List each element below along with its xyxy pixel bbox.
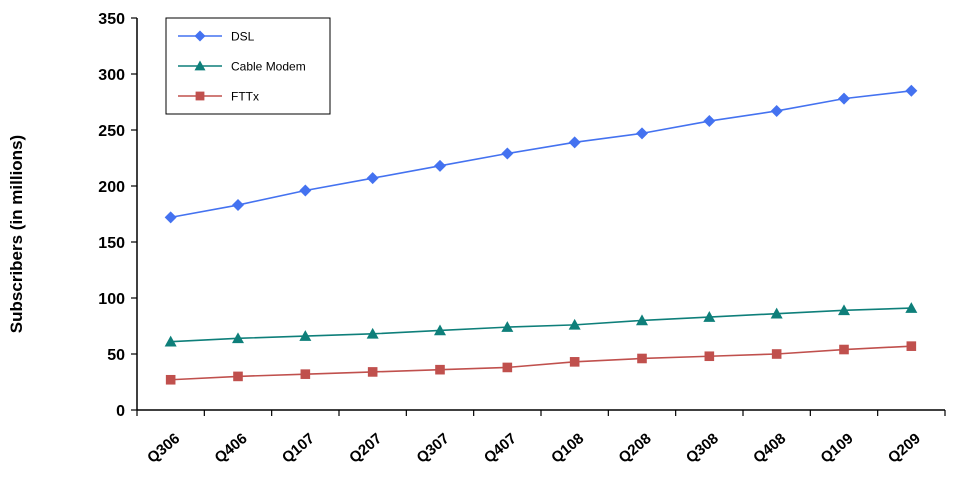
data-point-square	[570, 357, 580, 367]
data-point-square	[196, 92, 205, 101]
x-tick-label: Q407	[481, 430, 520, 467]
data-point-diamond	[367, 172, 379, 184]
data-point-diamond	[636, 127, 648, 139]
data-point-square	[705, 351, 715, 361]
x-tick-label: Q209	[885, 430, 924, 467]
data-point-diamond	[232, 199, 244, 211]
data-point-diamond	[299, 184, 311, 196]
y-tick-label: 350	[98, 11, 125, 28]
y-axis-ticks: 0 50 100 150 200 250 300 350	[98, 11, 137, 420]
x-tick-label: Q207	[346, 430, 385, 467]
x-tick-label: Q408	[750, 430, 789, 467]
x-tick-label: Q307	[414, 430, 453, 467]
x-axis-ticks: Q306 Q406 Q107 Q207 Q307 Q407 Q108 Q208 Q308 Q408…	[137, 410, 945, 467]
x-tick-label: Q308	[683, 430, 722, 467]
data-point-diamond	[838, 93, 850, 105]
data-point-square	[839, 345, 849, 355]
data-point-square	[301, 369, 311, 379]
data-point-diamond	[703, 115, 715, 127]
legend-label: DSL	[231, 30, 255, 44]
data-point-diamond	[771, 105, 783, 117]
legend-label: Cable Modem	[231, 60, 306, 74]
data-point-diamond	[165, 211, 177, 223]
data-point-square	[435, 365, 445, 375]
data-point-square	[772, 349, 782, 359]
series-fttx	[166, 341, 916, 384]
x-tick-label: Q107	[279, 430, 318, 467]
series-line	[171, 346, 912, 380]
data-point-diamond	[569, 136, 581, 148]
data-point-square	[503, 363, 513, 373]
data-point-diamond	[501, 148, 513, 160]
x-tick-label: Q108	[548, 430, 587, 467]
y-tick-label: 0	[116, 403, 125, 420]
x-tick-label: Q208	[616, 430, 655, 467]
y-tick-label: 200	[98, 179, 125, 196]
series-cable-modem	[165, 302, 918, 346]
x-tick-label: Q406	[212, 430, 251, 467]
data-point-square	[368, 367, 378, 377]
data-point-diamond	[434, 160, 446, 172]
y-axis-label: Subscribers (in millions)	[7, 135, 26, 333]
series-group	[165, 85, 918, 385]
y-tick-label: 150	[98, 235, 125, 252]
legend: DSL Cable Modem FTTx	[166, 18, 330, 114]
y-tick-label: 50	[107, 347, 125, 364]
data-point-diamond	[905, 85, 917, 97]
y-tick-label: 100	[98, 291, 125, 308]
legend-label: FTTx	[231, 90, 259, 104]
y-tick-label: 250	[98, 123, 125, 140]
data-point-square	[166, 375, 176, 385]
y-tick-label: 300	[98, 67, 125, 84]
data-point-square	[637, 354, 647, 364]
data-point-square	[907, 341, 917, 351]
x-tick-label: Q109	[818, 430, 857, 467]
x-tick-label: Q306	[144, 430, 183, 467]
data-point-square	[233, 372, 243, 382]
series-line	[171, 308, 912, 342]
